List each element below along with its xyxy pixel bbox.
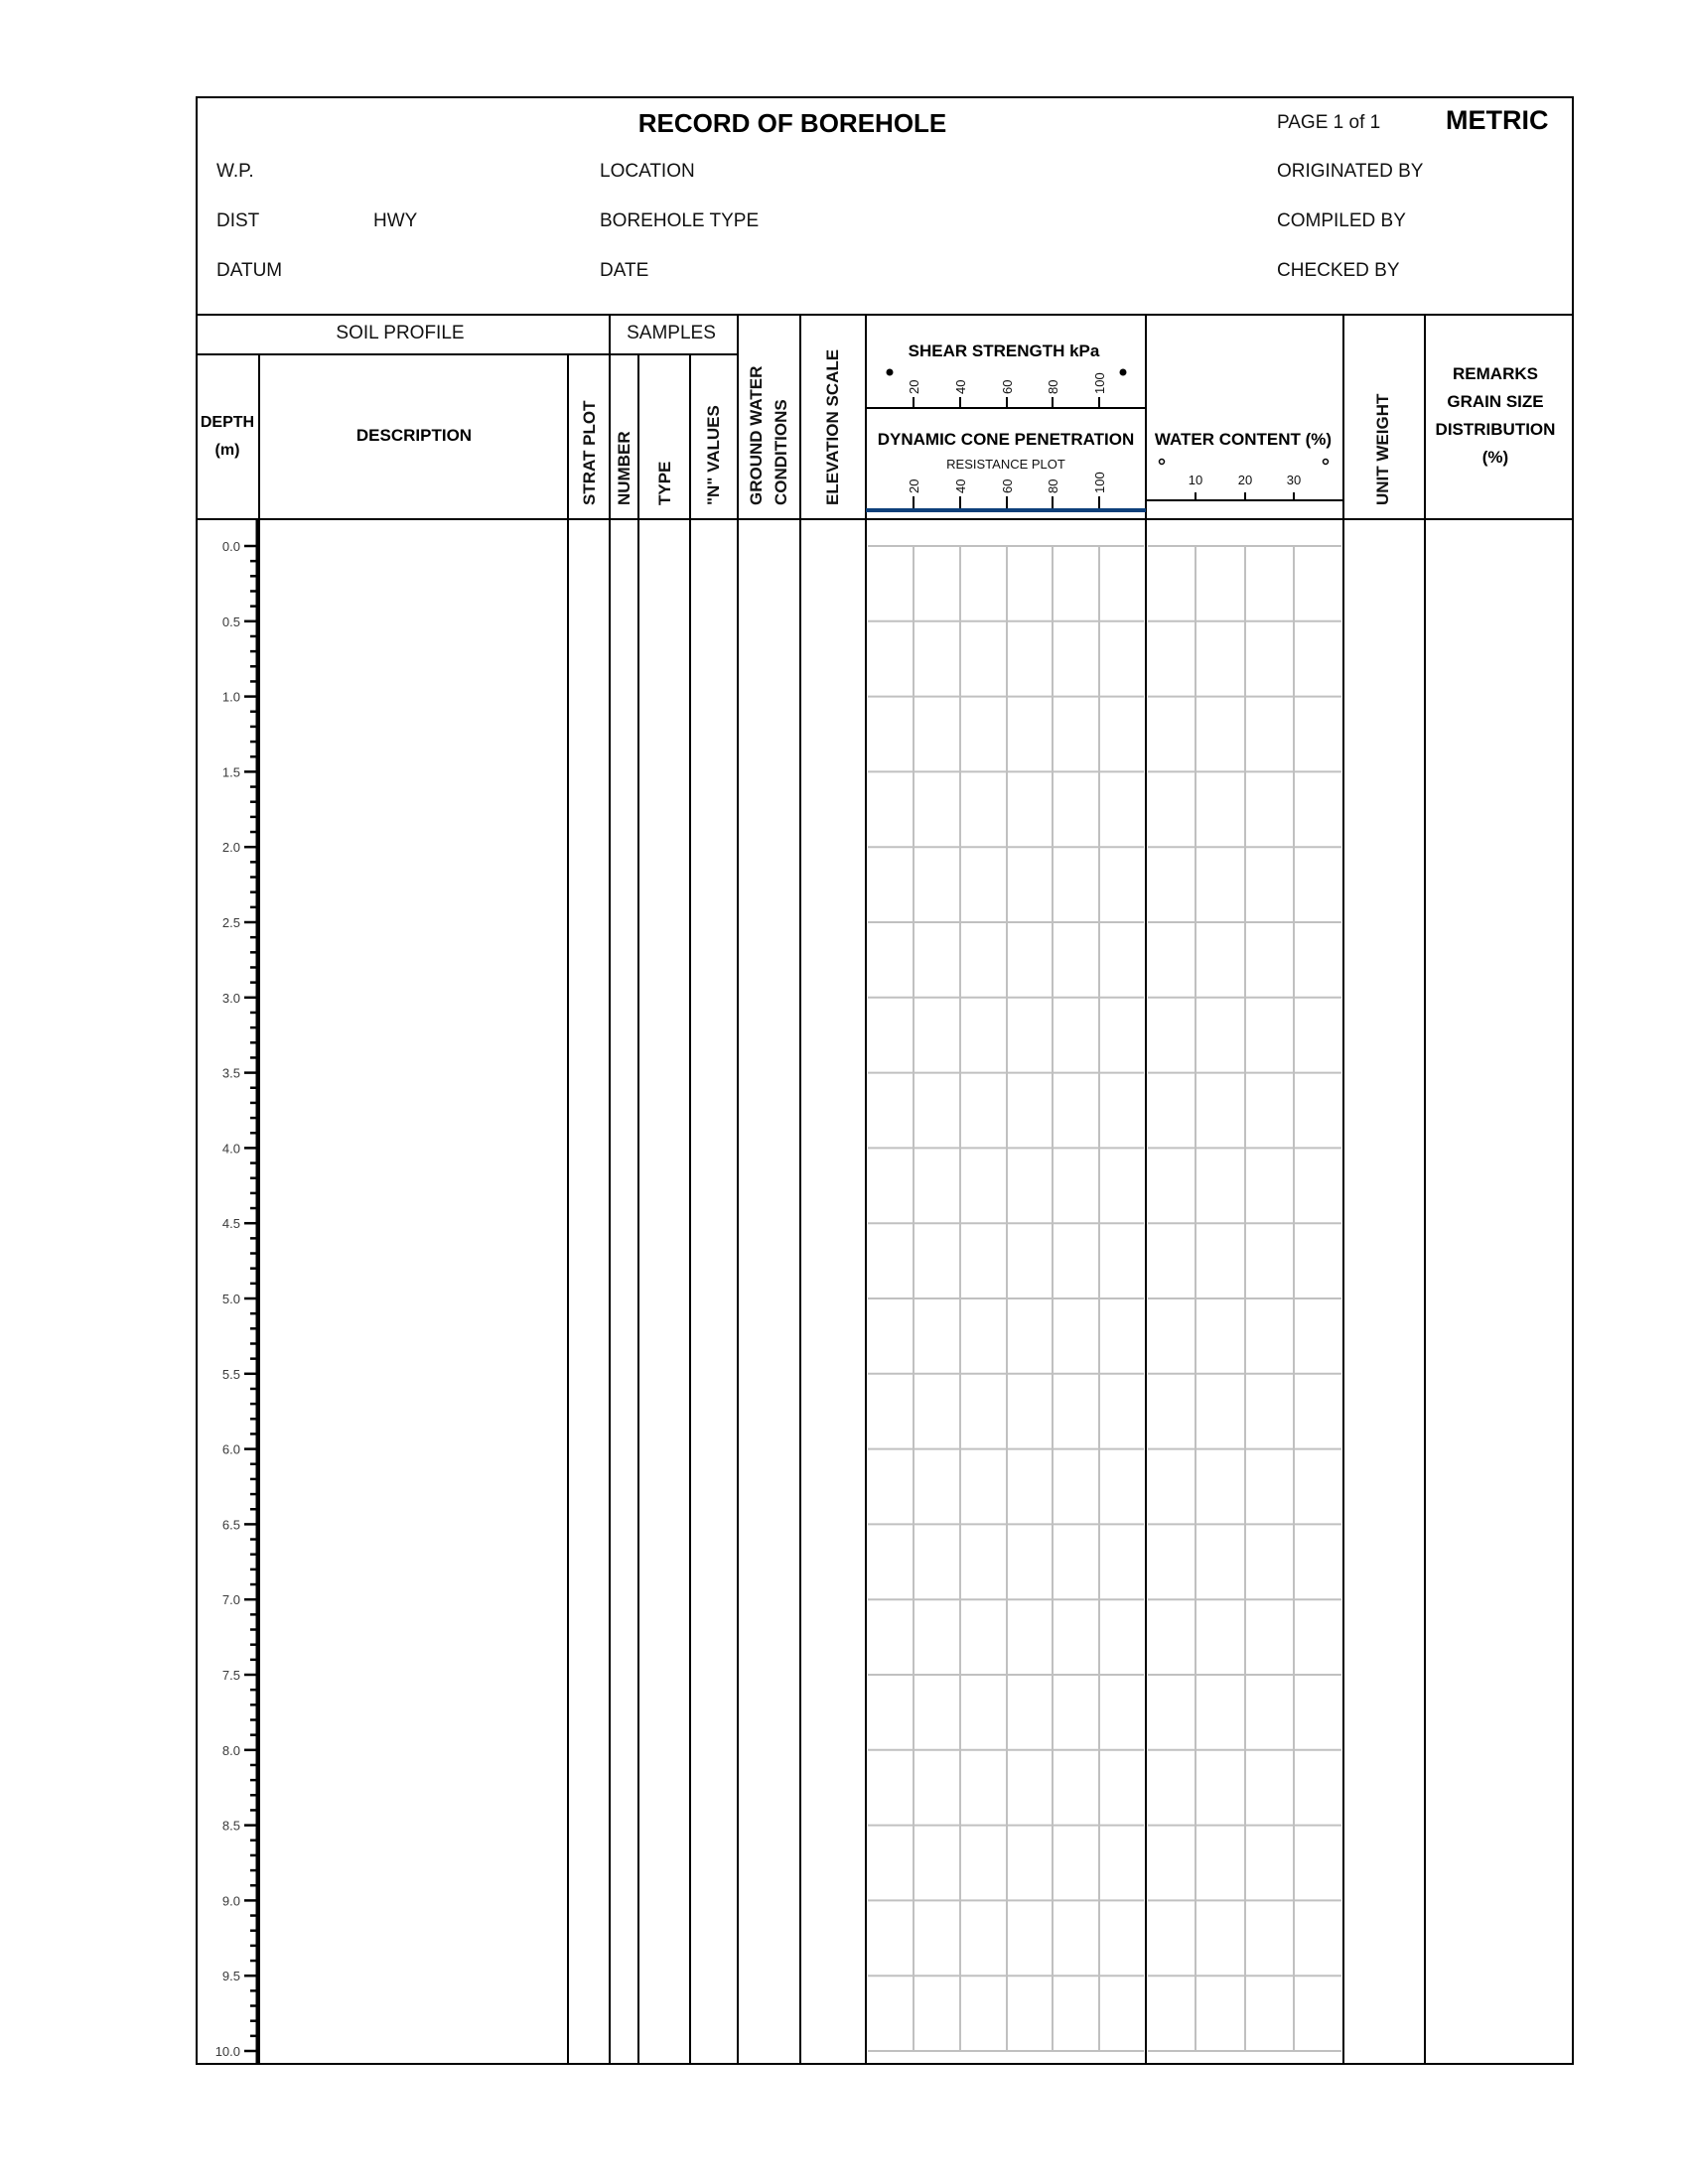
page-title: RECORD OF BOREHOLE bbox=[638, 108, 947, 138]
depth-label: 7.5 bbox=[222, 1668, 240, 1683]
borehole-type-label: BOREHOLE TYPE bbox=[600, 210, 759, 231]
water-legend-circle-left bbox=[1158, 458, 1166, 466]
dcp-tick-label: 100 bbox=[1092, 472, 1107, 493]
shear-legend-dot-left bbox=[886, 368, 894, 376]
depth-label: 0.0 bbox=[222, 539, 240, 554]
shear-strength-tick-label: 80 bbox=[1046, 380, 1060, 394]
column-dividers bbox=[258, 315, 1426, 2064]
depth-label: 7.0 bbox=[222, 1592, 240, 1607]
dcp-header: DYNAMIC CONE PENETRATION bbox=[878, 430, 1134, 449]
depth-label: 0.5 bbox=[222, 614, 240, 629]
checked-by-label: CHECKED BY bbox=[1277, 260, 1400, 281]
depth-label: 9.5 bbox=[222, 1969, 240, 1983]
water-content-axis: 10 20 30 bbox=[1189, 473, 1301, 500]
originated-by-label: ORIGINATED BY bbox=[1277, 161, 1424, 182]
shear-strength-tick-label: 20 bbox=[907, 380, 921, 394]
shear-strength-axis: 20 40 60 80 100 bbox=[907, 372, 1107, 408]
number-header: NUMBER bbox=[615, 431, 633, 505]
depth-label: 2.0 bbox=[222, 840, 240, 855]
shear-strength-tick-label: 40 bbox=[953, 380, 968, 394]
shear-legend-dot-right bbox=[1119, 368, 1127, 376]
ground-water-conditions-header: CONDITIONS bbox=[772, 399, 790, 505]
soil-profile-header: SOIL PROFILE bbox=[336, 323, 464, 343]
elevation-scale-header: ELEVATION SCALE bbox=[823, 349, 842, 505]
depth-label: 5.0 bbox=[222, 1292, 240, 1306]
depth-unit: (m) bbox=[215, 442, 240, 459]
plot-grids bbox=[868, 545, 1341, 2052]
shear-strength-header: SHEAR STRENGTH kPa bbox=[909, 341, 1100, 360]
depth-label: 3.5 bbox=[222, 1066, 240, 1081]
remarks-header: REMARKS bbox=[1453, 364, 1538, 383]
depth-label: 8.0 bbox=[222, 1743, 240, 1758]
depth-label: 6.5 bbox=[222, 1517, 240, 1532]
units-label: METRIC bbox=[1446, 105, 1549, 135]
ground-water-header: GROUND WATER bbox=[747, 366, 766, 505]
depth-label: 1.5 bbox=[222, 764, 240, 779]
dcp-tick-label: 40 bbox=[953, 479, 968, 493]
depth-label: 6.0 bbox=[222, 1442, 240, 1457]
depth-label: 8.5 bbox=[222, 1819, 240, 1834]
depth-label: 10.0 bbox=[215, 2044, 240, 2059]
depth-label: 9.0 bbox=[222, 1893, 240, 1908]
page-current: 1 bbox=[1334, 112, 1344, 133]
shear-strength-tick-label: 60 bbox=[1000, 380, 1015, 394]
wp-label: W.P. bbox=[216, 161, 254, 182]
date-label: DATE bbox=[600, 260, 648, 281]
datum-label: DATUM bbox=[216, 260, 282, 281]
water-content-tick-label: 10 bbox=[1189, 473, 1202, 487]
type-header: TYPE bbox=[655, 462, 674, 505]
description-header: DESCRIPTION bbox=[356, 426, 472, 445]
depth-label: 4.5 bbox=[222, 1216, 240, 1231]
page-indicator: PAGE 1 of 1 bbox=[1277, 112, 1380, 133]
dcp-tick-label: 80 bbox=[1046, 479, 1060, 493]
water-content-tick-label: 30 bbox=[1287, 473, 1301, 487]
n-values-header: "N" VALUES bbox=[704, 405, 723, 505]
hwy-label: HWY bbox=[373, 210, 418, 231]
page-total: 1 bbox=[1370, 112, 1381, 133]
shear-strength-tick-label: 100 bbox=[1092, 372, 1107, 394]
page-of: of bbox=[1349, 112, 1366, 133]
water-content-header: WATER CONTENT (%) bbox=[1155, 430, 1332, 449]
dcp-axis: 20 40 60 80 100 bbox=[907, 472, 1107, 510]
depth-label: 2.5 bbox=[222, 915, 240, 930]
unit-weight-header: UNIT WEIGHT bbox=[1373, 393, 1392, 505]
distribution-header: DISTRIBUTION bbox=[1436, 420, 1556, 439]
dcp-tick-label: 20 bbox=[907, 479, 921, 493]
depth-label: 4.0 bbox=[222, 1141, 240, 1156]
page-label: PAGE bbox=[1277, 112, 1328, 133]
dcp-subheader: RESISTANCE PLOT bbox=[946, 457, 1065, 472]
outer-frame bbox=[196, 96, 1574, 2065]
dcp-tick-label: 60 bbox=[1000, 479, 1015, 493]
water-content-tick-label: 20 bbox=[1238, 473, 1252, 487]
depth-label: 3.0 bbox=[222, 991, 240, 1006]
percent-header: (%) bbox=[1482, 448, 1508, 467]
depth-header: DEPTH bbox=[201, 414, 254, 431]
samples-header: SAMPLES bbox=[627, 323, 716, 343]
depth-scale: 0.0 0.5 1.0 1.5 2.0 2.5 3.0 3.5 4.0 4.5 5.0 5.5 6.0 6… bbox=[215, 539, 257, 2059]
depth-label: 1.0 bbox=[222, 690, 240, 705]
grain-size-header: GRAIN SIZE bbox=[1447, 392, 1543, 411]
strat-plot-header: STRAT PLOT bbox=[580, 400, 599, 505]
water-legend-circle-right bbox=[1322, 458, 1330, 466]
dist-label: DIST bbox=[216, 210, 260, 231]
compiled-by-label: COMPILED BY bbox=[1277, 210, 1406, 231]
location-label: LOCATION bbox=[600, 161, 695, 182]
depth-label: 5.5 bbox=[222, 1367, 240, 1382]
